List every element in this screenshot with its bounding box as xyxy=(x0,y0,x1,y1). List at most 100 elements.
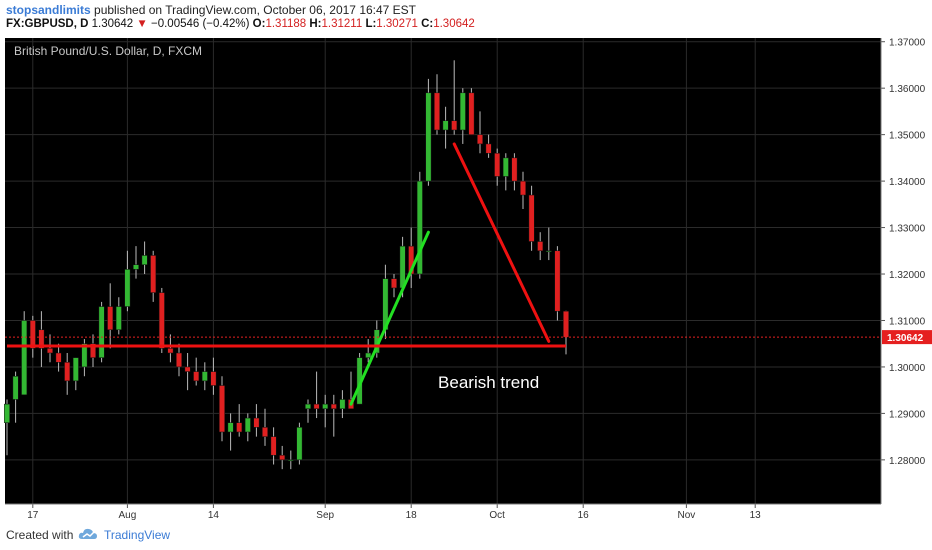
candle-body xyxy=(64,362,71,382)
candle-body xyxy=(391,278,397,289)
candle-body xyxy=(434,92,440,131)
chart-area[interactable]: Bearish trend 1.28000 1.29000 1.30000 1.310… xyxy=(0,36,932,521)
published-text: published on TradingView.com, October 06… xyxy=(94,3,417,17)
x-tick-label: Aug xyxy=(119,510,137,520)
candle-body xyxy=(494,152,501,177)
candle-body xyxy=(279,454,286,461)
candle-body xyxy=(270,436,277,456)
candle-body xyxy=(365,352,372,358)
y-axis[interactable]: 1.28000 1.29000 1.30000 1.31000 1.32000 1.330… xyxy=(880,38,932,504)
x-axis[interactable]: 17 Aug 14 Sep 18 Oct 16 Nov 13 xyxy=(5,503,881,521)
y-tick-label: 1.35000 xyxy=(889,131,926,142)
x-tick-label: 17 xyxy=(27,510,39,520)
last-price-tag-label: 1.30642 xyxy=(887,333,924,344)
chart-title: British Pound/U.S. Dollar, D, FXCM xyxy=(14,44,202,58)
bearish-trend-label: Bearish trend xyxy=(438,373,539,392)
x-tick-label: Sep xyxy=(316,510,334,520)
candle-body xyxy=(210,371,217,386)
low-value: 1.30271 xyxy=(376,18,418,30)
x-tick-label: 14 xyxy=(208,510,220,520)
candle-body xyxy=(330,403,337,410)
candle-body xyxy=(176,352,182,368)
candle-body xyxy=(459,92,466,131)
candle-body xyxy=(477,134,483,145)
down-arrow-icon: ▼ xyxy=(136,18,148,30)
footer: Created with TradingView xyxy=(0,520,932,550)
candle-body xyxy=(72,357,79,382)
x-tick-label: Nov xyxy=(678,510,696,520)
candle-body xyxy=(167,348,174,354)
candle-body xyxy=(468,92,475,135)
candle-body xyxy=(520,180,526,196)
high-label: H: xyxy=(309,18,322,30)
candle-body xyxy=(563,310,569,338)
y-tick-label: 1.31000 xyxy=(889,316,926,327)
candle-body xyxy=(262,427,268,437)
candle-body xyxy=(502,157,509,177)
candle-body xyxy=(219,385,225,433)
y-tick-label: 1.32000 xyxy=(889,270,926,281)
y-tick-label: 1.30000 xyxy=(889,363,926,374)
high-value: 1.31211 xyxy=(321,18,363,30)
author-link[interactable]: stopsandlimits xyxy=(6,3,91,17)
candle-body xyxy=(511,157,518,182)
candle-body xyxy=(141,255,148,265)
candle-body xyxy=(38,329,45,349)
y-tick-label: 1.36000 xyxy=(889,84,926,95)
x-tick-label: 16 xyxy=(578,510,590,520)
candle-body xyxy=(451,120,458,131)
candle-body xyxy=(425,92,432,182)
close-label: C: xyxy=(421,18,434,30)
candle-body xyxy=(4,403,10,423)
candle-body xyxy=(554,250,561,312)
candle-body xyxy=(339,399,346,410)
candle-body xyxy=(416,180,423,275)
candle-body xyxy=(55,352,62,363)
x-tick-label: Oct xyxy=(489,510,505,520)
created-with-text: Created with xyxy=(6,528,74,542)
low-label: L: xyxy=(365,18,377,30)
last-price-tag xyxy=(882,330,932,345)
candle-body xyxy=(287,459,294,462)
candle-body xyxy=(184,366,191,372)
candle-body xyxy=(29,320,36,349)
candle-body xyxy=(81,343,88,368)
candle-body xyxy=(150,255,157,293)
publish-info: stopsandlimits published on TradingView.… xyxy=(6,3,416,17)
tradingview-link[interactable]: TradingView xyxy=(104,528,171,542)
x-tick-label: 18 xyxy=(406,510,418,520)
candle-body xyxy=(107,306,114,331)
open-label: O: xyxy=(252,18,266,30)
y-tick-label: 1.28000 xyxy=(889,456,926,467)
y-tick-label: 1.33000 xyxy=(889,224,926,235)
symbol-info: FX:GBPUSD, D 1.30642 ▼ −0.00546 (−0.42%)… xyxy=(6,18,475,30)
y-tick-label: 1.37000 xyxy=(889,38,926,49)
tradingview-cloud-icon xyxy=(78,528,97,539)
close-value: 1.30642 xyxy=(433,18,475,30)
candle-body xyxy=(115,306,122,331)
candle-body xyxy=(201,371,208,382)
candle-body xyxy=(47,348,53,354)
candle-body xyxy=(537,241,544,252)
candle-body xyxy=(227,422,234,433)
candle-body xyxy=(133,264,139,270)
candle-body xyxy=(296,427,303,461)
annotations: Bearish trend xyxy=(5,142,881,406)
candle-body xyxy=(545,250,552,253)
candlestick-chart[interactable]: Bearish trend 1.28000 1.29000 1.30000 1.310… xyxy=(0,36,932,521)
candle-body xyxy=(313,403,320,410)
candle-body xyxy=(528,194,535,242)
symbol-label: FX:GBPUSD, D xyxy=(6,18,89,30)
candle-body xyxy=(244,417,251,433)
last-price: 1.30642 xyxy=(91,18,134,30)
change-value: −0.00546 (−0.42%) xyxy=(151,18,250,30)
candle-body xyxy=(322,403,329,410)
x-tick-label: 13 xyxy=(750,510,762,520)
green-trend-line xyxy=(349,230,430,406)
candle-body xyxy=(21,320,28,396)
candle-body xyxy=(442,120,449,131)
y-tick-label: 1.34000 xyxy=(889,177,926,188)
red-trend-line xyxy=(452,142,551,343)
candle-body xyxy=(236,422,243,433)
open-value: 1.31188 xyxy=(265,18,307,30)
